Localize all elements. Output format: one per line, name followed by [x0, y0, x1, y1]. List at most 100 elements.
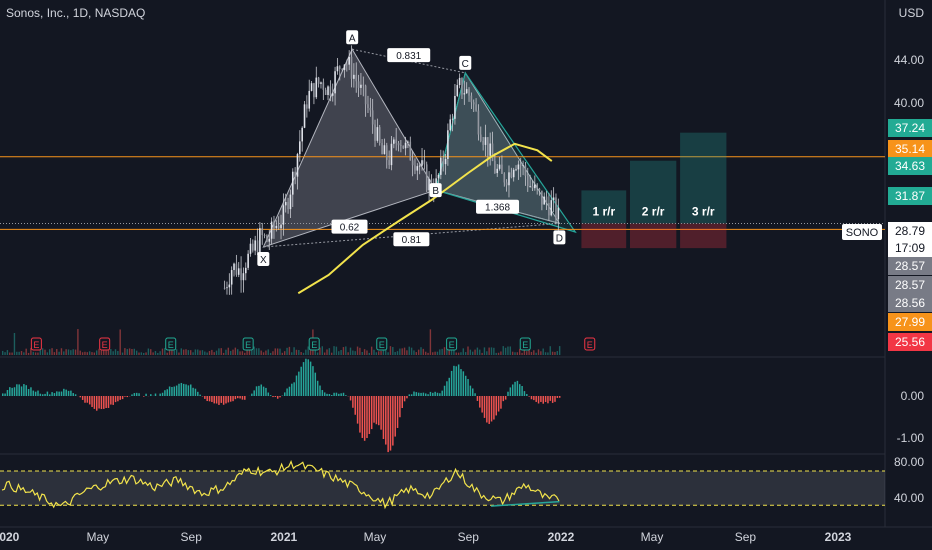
volume-bar: [143, 352, 145, 355]
pattern-triangle-xab: [262, 48, 437, 248]
candle-body: [470, 95, 473, 103]
histogram-bar: [39, 393, 42, 396]
histogram-bar: [462, 371, 465, 396]
histogram-bar: [171, 386, 173, 396]
price-label: 28.57: [895, 259, 925, 273]
candle-body: [529, 185, 531, 187]
candle-body: [465, 89, 468, 94]
histogram-bar: [190, 384, 192, 396]
candle-body: [237, 268, 240, 275]
candle-body: [357, 81, 360, 88]
candle-body: [536, 184, 538, 189]
histogram-bar: [180, 382, 183, 396]
volume-bar: [13, 332, 16, 355]
volume-bar: [255, 348, 258, 355]
histogram-bar: [107, 396, 110, 408]
histogram-bar: [86, 396, 89, 403]
candle-body: [313, 83, 315, 98]
candle-body: [545, 196, 548, 203]
candle-body: [275, 225, 278, 229]
histogram-bar: [349, 396, 352, 401]
volume-bar: [234, 347, 237, 355]
histogram-bar: [37, 390, 39, 396]
volume-bar: [140, 352, 143, 355]
ratio-box: [331, 219, 368, 234]
histogram-bar: [9, 387, 11, 396]
time-axis-tick: May: [87, 530, 110, 544]
volume-bar: [537, 349, 540, 355]
histogram-bar: [519, 384, 521, 396]
histogram-bar: [504, 396, 507, 400]
volume-bar: [455, 352, 457, 355]
volume-bar: [396, 351, 399, 355]
candle-body: [329, 86, 332, 96]
candle-body: [393, 139, 395, 144]
histogram-bar: [457, 364, 460, 396]
candle-body: [390, 143, 393, 166]
histogram-bar: [521, 385, 523, 396]
target-profit-zone: [630, 160, 677, 224]
candle-body: [270, 221, 273, 239]
histogram-bar: [396, 396, 399, 428]
volume-bar: [394, 351, 396, 355]
candle-body: [355, 74, 358, 82]
volume-bar: [269, 352, 272, 355]
price-label: 17:09: [895, 241, 925, 255]
volume-bar: [481, 352, 483, 355]
volume-bar: [380, 350, 382, 355]
volume-bar: [103, 348, 105, 355]
volume-bar: [279, 348, 281, 355]
volume-bar: [453, 347, 455, 355]
price-label-box: [888, 333, 932, 351]
candle-body: [317, 77, 320, 84]
ratio-box: [476, 199, 520, 214]
volume-bar: [479, 349, 481, 355]
histogram-bar: [288, 386, 291, 396]
pattern-point-label-c: C: [462, 59, 469, 70]
candle-body: [254, 240, 256, 251]
histogram-bar: [333, 392, 335, 396]
candle-body: [501, 164, 503, 174]
histogram-bar: [300, 366, 302, 396]
pattern-point-label-d: D: [556, 233, 563, 244]
pattern-point-box: [553, 230, 566, 245]
candle-body: [411, 160, 414, 166]
volume-bar: [368, 352, 370, 355]
volume-bar: [359, 347, 361, 355]
oscillator-axis-tick: 40.00: [894, 491, 924, 505]
price-label-box: [888, 294, 932, 312]
volume-bar: [60, 348, 63, 355]
histogram-bar: [375, 396, 378, 425]
histogram-bar: [420, 392, 422, 396]
histogram-bar: [399, 396, 401, 418]
candle-body: [362, 84, 365, 86]
volume-bar: [286, 347, 288, 355]
volume-bar: [272, 351, 274, 355]
volume-bar: [185, 349, 187, 355]
volume-bar: [72, 349, 74, 355]
candle-body: [517, 164, 520, 170]
volume-bar: [229, 350, 232, 355]
candle-body: [388, 160, 390, 166]
histogram-bar: [182, 383, 185, 396]
volume-bar: [86, 352, 88, 355]
candle-body: [308, 90, 311, 109]
histogram-bar: [49, 394, 51, 396]
candle-body: [555, 197, 557, 220]
volume-bar: [500, 351, 502, 355]
price-label-box: [888, 187, 932, 205]
candle-body: [247, 253, 249, 268]
histogram-bar: [551, 396, 554, 403]
volume-bar: [434, 351, 436, 355]
volume-bar: [178, 352, 180, 355]
volume-bar: [514, 352, 516, 355]
volume-bar: [215, 350, 218, 355]
volume-bar: [138, 352, 140, 355]
histogram-bar: [274, 396, 277, 397]
target-label: 2 r/r: [642, 205, 665, 219]
histogram-bar: [204, 396, 206, 399]
pattern-point-box: [346, 30, 359, 45]
volume-bar: [41, 348, 44, 355]
histogram-bar: [321, 390, 324, 396]
